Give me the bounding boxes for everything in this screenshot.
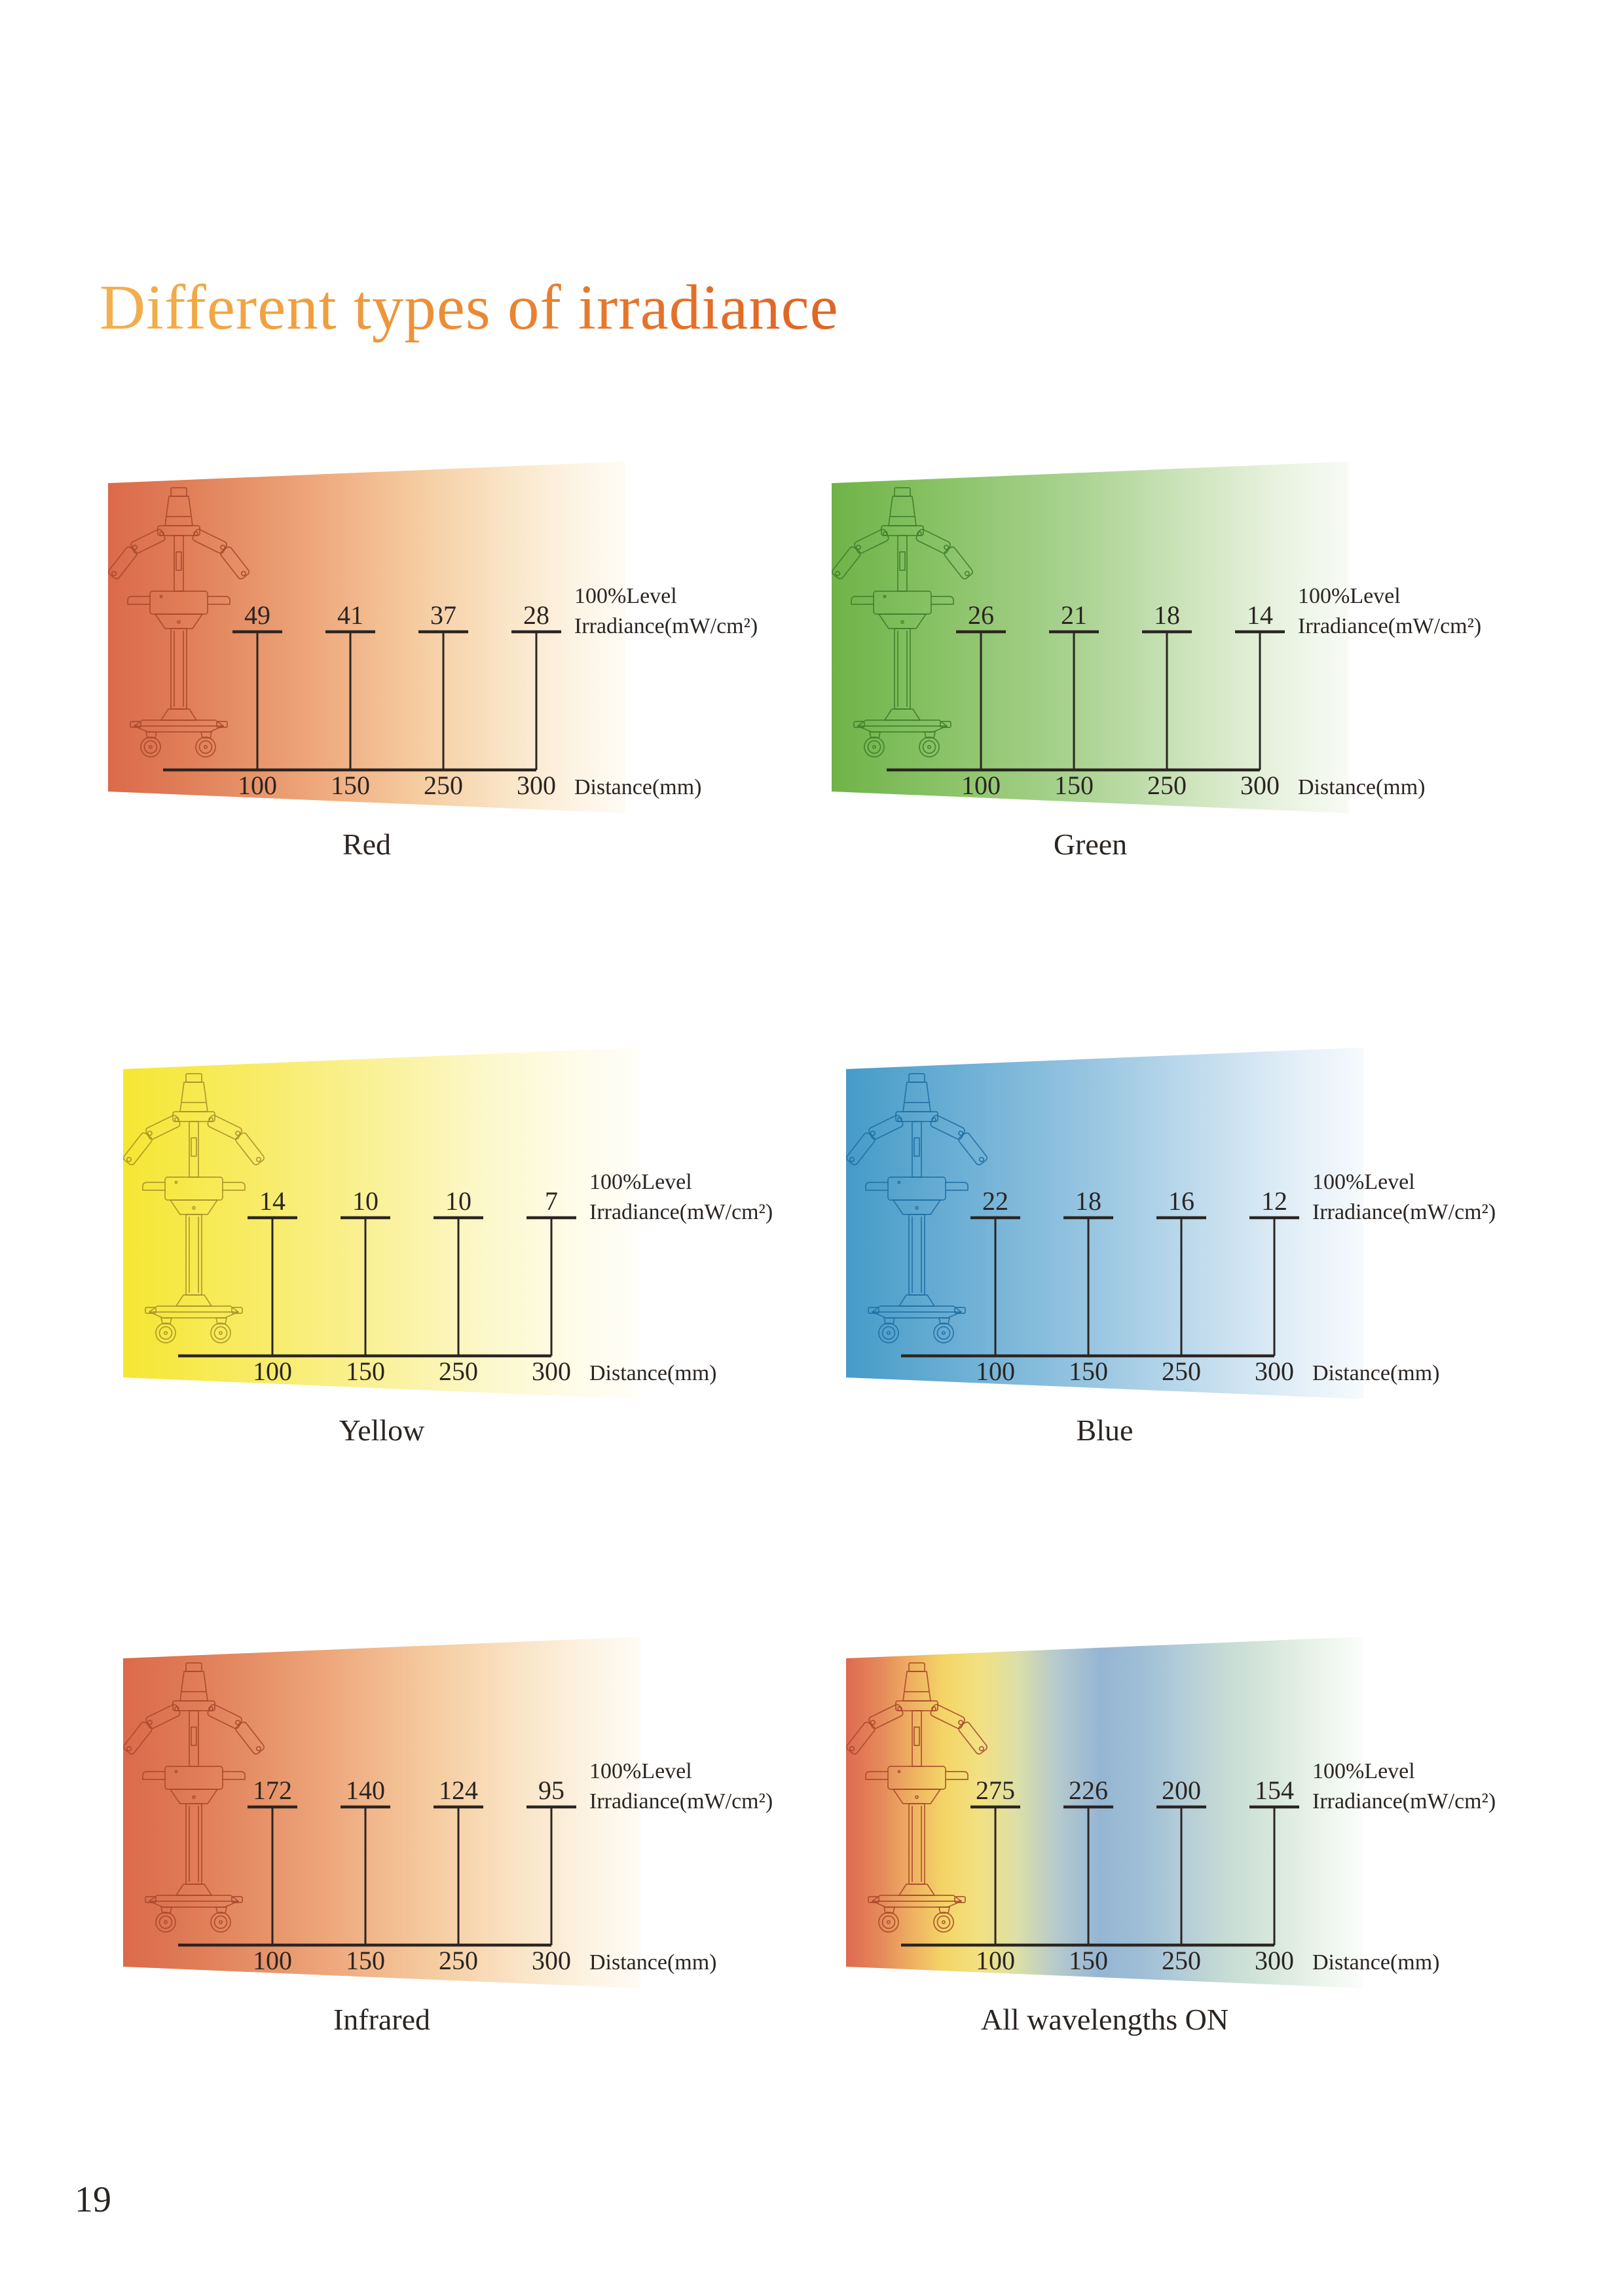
distance-tick: 100 bbox=[238, 771, 277, 800]
irradiance-value: 26 bbox=[968, 600, 994, 630]
panel-caption: Yellow bbox=[339, 1413, 425, 1447]
distance-tick: 300 bbox=[532, 1357, 571, 1386]
distance-axis-label: Distance(mm) bbox=[574, 775, 702, 799]
distance-tick: 300 bbox=[517, 771, 556, 800]
light-beam-wedge bbox=[108, 462, 625, 813]
irradiance-chart bbox=[178, 1805, 576, 1947]
irradiance-axis-label: Irradiance(mW/cm²) bbox=[1312, 1789, 1496, 1813]
distance-tick: 250 bbox=[1162, 1946, 1201, 1975]
irradiance-value: 28 bbox=[523, 600, 549, 630]
irradiance-value: 124 bbox=[439, 1776, 478, 1805]
panel-yellow: 14 10 10 7 100 150 250 300 100%Level Irr… bbox=[122, 1048, 784, 1467]
distance-tick: 300 bbox=[1240, 771, 1280, 800]
irradiance-chart bbox=[163, 630, 561, 772]
red-irradiance-diagram: 49 41 37 28 100 150 250 300 100%Level Ir… bbox=[107, 462, 758, 813]
infrared-irradiance-diagram: 172 140 124 95 100 150 250 300 100%Level… bbox=[122, 1637, 773, 1988]
panel-caption: Infrared bbox=[333, 2003, 431, 2036]
distance-axis-label: Distance(mm) bbox=[1298, 775, 1426, 799]
distance-tick: 100 bbox=[976, 1946, 1015, 1975]
green-irradiance-diagram: 26 21 18 14 100 150 250 300 100%Level Ir… bbox=[830, 462, 1481, 813]
distance-tick: 250 bbox=[439, 1357, 478, 1386]
page-number: 19 bbox=[75, 2179, 111, 2220]
distance-tick: 150 bbox=[346, 1946, 385, 1975]
distance-tick: 100 bbox=[976, 1357, 1015, 1386]
irradiance-value: 14 bbox=[259, 1186, 286, 1216]
irradiance-axis-label: Irradiance(mW/cm²) bbox=[589, 1789, 773, 1813]
irradiance-value: 37 bbox=[430, 600, 456, 630]
irradiance-chart bbox=[887, 630, 1285, 772]
irradiance-value: 172 bbox=[253, 1776, 292, 1805]
distance-axis-label: Distance(mm) bbox=[1312, 1361, 1440, 1385]
level-label: 100%Level bbox=[589, 1759, 692, 1783]
irradiance-axis-label: Irradiance(mW/cm²) bbox=[574, 614, 758, 638]
irradiance-value: 95 bbox=[538, 1776, 564, 1805]
panel-blue: 22 18 16 12 100 150 250 300 100%Level Ir… bbox=[845, 1048, 1507, 1467]
irradiance-chart bbox=[901, 1216, 1299, 1358]
distance-tick: 250 bbox=[424, 771, 463, 800]
irradiance-value: 18 bbox=[1075, 1186, 1101, 1216]
panel-caption: All wavelengths ON bbox=[980, 2003, 1229, 2036]
distance-axis-label: Distance(mm) bbox=[1312, 1950, 1440, 1975]
irradiance-value: 226 bbox=[1069, 1776, 1108, 1805]
yellow-irradiance-diagram: 14 10 10 7 100 150 250 300 100%Level Irr… bbox=[122, 1048, 773, 1399]
irradiance-axis-label: Irradiance(mW/cm²) bbox=[1298, 614, 1481, 638]
all-wavelengths-irradiance-diagram: 275 226 200 154 100 150 250 300 100%Leve… bbox=[845, 1637, 1496, 1988]
irradiance-value: 154 bbox=[1255, 1776, 1294, 1805]
distance-tick: 150 bbox=[1069, 1357, 1108, 1386]
panel-all-wavelengths: 275 226 200 154 100 150 250 300 100%Leve… bbox=[845, 1637, 1507, 2056]
irradiance-axis-label: Irradiance(mW/cm²) bbox=[1312, 1200, 1496, 1224]
distance-tick: 150 bbox=[331, 771, 370, 800]
panel-caption: Red bbox=[342, 828, 392, 861]
irradiance-value: 275 bbox=[976, 1776, 1015, 1805]
irradiance-value: 16 bbox=[1168, 1186, 1194, 1216]
distance-tick: 100 bbox=[253, 1946, 292, 1975]
irradiance-chart bbox=[901, 1805, 1299, 1947]
irradiance-value: 12 bbox=[1261, 1186, 1287, 1216]
distance-tick: 100 bbox=[253, 1357, 292, 1386]
irradiance-value: 200 bbox=[1162, 1776, 1201, 1805]
irradiance-value: 140 bbox=[346, 1776, 385, 1805]
distance-tick: 300 bbox=[1255, 1946, 1294, 1975]
irradiance-value: 49 bbox=[244, 600, 270, 630]
panel-caption: Blue bbox=[1076, 1413, 1134, 1447]
panel-red: 49 41 37 28 100 150 250 300 100%Level Ir… bbox=[107, 462, 769, 881]
irradiance-chart bbox=[178, 1216, 576, 1358]
light-beam-wedge bbox=[846, 1637, 1363, 1988]
distance-axis-label: Distance(mm) bbox=[589, 1950, 717, 1975]
distance-axis-label: Distance(mm) bbox=[589, 1361, 717, 1385]
level-label: 100%Level bbox=[589, 1170, 692, 1194]
level-label: 100%Level bbox=[574, 584, 677, 608]
distance-tick: 250 bbox=[1147, 771, 1187, 800]
distance-tick: 250 bbox=[439, 1946, 478, 1975]
light-beam-wedge bbox=[846, 1048, 1363, 1399]
irradiance-axis-label: Irradiance(mW/cm²) bbox=[589, 1200, 773, 1224]
distance-tick: 300 bbox=[532, 1946, 571, 1975]
distance-tick: 150 bbox=[1054, 771, 1094, 800]
irradiance-value: 14 bbox=[1247, 600, 1273, 630]
level-label: 100%Level bbox=[1312, 1170, 1415, 1194]
irradiance-value: 10 bbox=[352, 1186, 378, 1216]
panel-caption: Green bbox=[1053, 828, 1128, 861]
panel-infrared: 172 140 124 95 100 150 250 300 100%Level… bbox=[122, 1637, 784, 2056]
irradiance-value: 21 bbox=[1061, 600, 1087, 630]
light-beam-wedge bbox=[123, 1637, 640, 1988]
panel-green: 26 21 18 14 100 150 250 300 100%Level Ir… bbox=[830, 462, 1493, 881]
level-label: 100%Level bbox=[1298, 584, 1401, 608]
distance-tick: 150 bbox=[346, 1357, 385, 1386]
irradiance-value: 10 bbox=[445, 1186, 471, 1216]
blue-irradiance-diagram: 22 18 16 12 100 150 250 300 100%Level Ir… bbox=[845, 1048, 1496, 1399]
irradiance-value: 41 bbox=[337, 600, 363, 630]
irradiance-value: 7 bbox=[545, 1186, 558, 1216]
light-beam-wedge bbox=[832, 462, 1349, 813]
distance-tick: 250 bbox=[1162, 1357, 1201, 1386]
irradiance-value: 22 bbox=[982, 1186, 1008, 1216]
distance-tick: 100 bbox=[961, 771, 1001, 800]
level-label: 100%Level bbox=[1312, 1759, 1415, 1783]
distance-tick: 300 bbox=[1255, 1357, 1294, 1386]
page-title: Different types of irradiance bbox=[100, 272, 839, 342]
distance-tick: 150 bbox=[1069, 1946, 1108, 1975]
light-beam-wedge bbox=[123, 1048, 640, 1399]
irradiance-value: 18 bbox=[1154, 600, 1180, 630]
